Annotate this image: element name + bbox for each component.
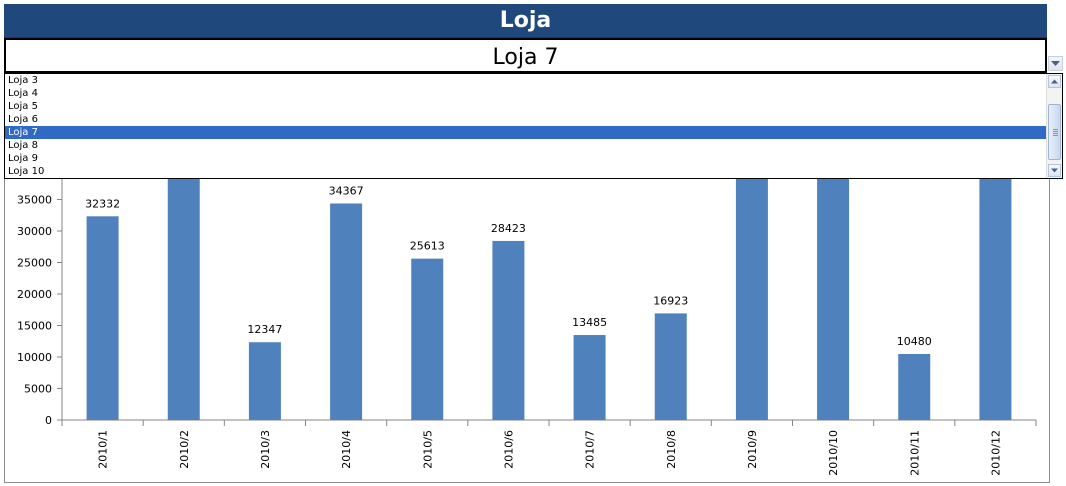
store-option[interactable]: Loja 5 [8,101,38,112]
store-dropdown-list[interactable]: Loja 3 Loja 4 Loja 5 Loja 6 Loja 7 Loja 8 Loja… [4,73,1063,179]
store-option[interactable]: Loja 10 [8,166,45,177]
y-tick-label: 20000 [17,288,52,301]
bar [330,203,363,420]
y-tick-label: 0 [45,414,52,427]
store-option[interactable]: Loja 4 [8,88,38,99]
scroll-down-button[interactable] [1048,164,1061,177]
x-tick-label: 2010/3 [259,430,272,469]
bar [817,178,850,420]
y-tick-label: 30000 [17,225,52,238]
x-tick-label: 2010/12 [989,430,1002,476]
x-tick-label: 2010/11 [908,430,921,476]
report-title: Loja [4,4,1047,38]
bar [979,178,1012,420]
store-selector-dropdown-button[interactable] [1048,56,1063,71]
x-tick-label: 2010/7 [584,430,597,469]
data-label: 28423 [491,222,526,235]
chart-area: 0 5000 10000 15000 20000 25000 30000 35000 32332… [4,178,1050,483]
x-tick-label: 2010/4 [340,430,353,469]
store-selector-value: Loja 7 [492,45,559,70]
store-option[interactable]: Loja 3 [8,75,38,86]
grip-line [1053,131,1058,132]
bar [573,335,606,420]
x-tick-label: 2010/10 [827,430,840,476]
bar [411,258,444,420]
chevron-up-icon [1051,79,1058,84]
y-tick-label: 10000 [17,351,52,364]
monthly-bar-chart: 0 5000 10000 15000 20000 25000 30000 35000 32332… [17,178,1037,476]
x-tick-label: 2010/1 [97,430,110,469]
x-tick-label: 2010/9 [746,430,759,469]
bar [735,178,768,420]
data-label: 25613 [410,240,445,253]
bar [654,313,687,420]
grip-line [1053,135,1058,136]
bar [248,342,281,420]
y-tick-label: 15000 [17,320,52,333]
store-option[interactable]: Loja 6 [8,114,38,125]
bar [492,240,525,420]
bar [167,178,200,420]
data-label: 13485 [572,316,607,329]
scroll-thumb[interactable] [1048,104,1061,160]
store-option[interactable]: Loja 9 [8,153,38,164]
store-options: Loja 3 Loja 4 Loja 5 Loja 6 Loja 7 Loja 8 Loja… [5,74,1048,178]
x-tick-label: 2010/5 [421,430,434,469]
store-option[interactable]: Loja 8 [8,140,38,151]
x-tick-label: 2010/8 [665,430,678,469]
store-option[interactable]: Loja 7 [5,126,1048,139]
x-tick-label: 2010/6 [502,430,515,469]
data-label: 32332 [85,197,120,210]
data-label: 34367 [329,184,364,197]
data-label: 16923 [653,294,688,307]
dropdown-scrollbar[interactable] [1046,74,1062,178]
bar [86,216,119,420]
data-label: 12347 [247,323,282,336]
y-tick-label: 5000 [24,383,52,396]
chevron-down-icon [1051,168,1058,173]
scroll-up-button[interactable] [1048,75,1061,88]
x-tick-label: 2010/2 [178,430,191,469]
grip-line [1053,129,1058,130]
chevron-down-icon [1051,60,1060,66]
data-label: 10480 [897,335,932,348]
y-tick-label: 35000 [17,194,52,207]
grip-line [1053,133,1058,134]
bar [898,353,931,420]
store-selector[interactable]: Loja 7 [4,38,1047,73]
y-tick-label: 25000 [17,257,52,270]
